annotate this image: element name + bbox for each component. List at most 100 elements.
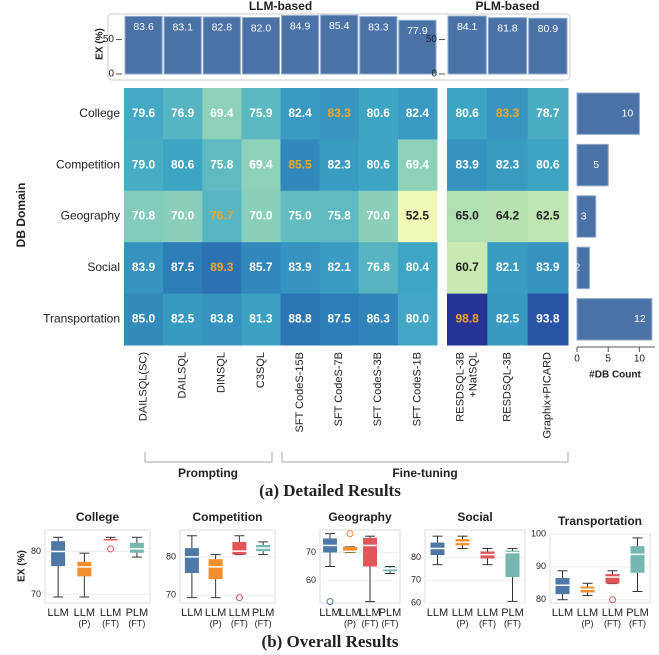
heatmap-cell	[358, 139, 399, 192]
panel-title: Transportation	[558, 514, 642, 528]
x-tick-label: (P)	[210, 618, 222, 628]
x-tick-label: LLM	[229, 607, 250, 619]
bar	[576, 298, 653, 341]
box	[103, 539, 118, 542]
bar	[320, 14, 359, 75]
heatmap-cell	[447, 139, 488, 192]
panel-frame	[44, 529, 151, 604]
heatmap-cell	[319, 293, 360, 346]
bar	[487, 17, 528, 75]
heatmap-cell	[124, 293, 164, 346]
value-label: 81.8	[497, 22, 518, 34]
heatmap-cell	[397, 190, 438, 243]
heatmap-cell	[447, 242, 488, 295]
cell-label: 70.0	[171, 209, 195, 223]
cell-label: 70.0	[249, 209, 273, 223]
box	[208, 559, 223, 580]
value-label: 3	[581, 210, 587, 222]
heatmap-cell	[487, 88, 529, 140]
value-label: 2	[575, 262, 581, 274]
heatmap-cell	[163, 242, 203, 295]
heatmap-cell	[202, 190, 242, 243]
cell-label: 87.5	[171, 260, 195, 274]
cell-label: 93.8	[536, 311, 560, 325]
heatmap-cell	[358, 242, 399, 295]
box	[129, 542, 144, 553]
cell-label: 82.3	[496, 157, 520, 171]
heatmap-cell	[487, 293, 529, 346]
outlier	[346, 530, 354, 538]
row-label: Competition	[56, 157, 120, 171]
cell-label: 83.3	[328, 106, 352, 120]
x-tick-label: PLM	[252, 607, 275, 619]
heatmap-cell	[163, 190, 203, 243]
value-label: 77.9	[407, 25, 428, 37]
x-tick-label: LLM	[359, 607, 380, 619]
heatmap-cell	[241, 190, 281, 243]
bar	[447, 15, 487, 75]
x-tick-label: PLM	[501, 607, 524, 619]
cell-label: 83.9	[455, 157, 479, 171]
bracket	[281, 452, 569, 463]
column-label: Graphix+PICARD	[542, 352, 554, 439]
panel-frame	[179, 529, 276, 604]
x-tick-label: (FT)	[362, 618, 379, 628]
x-tick-label: 0	[574, 354, 580, 365]
x-tick-label: (P)	[457, 618, 469, 628]
heatmap-cell	[319, 139, 360, 192]
column-label: RESDSQL-3B	[455, 352, 467, 422]
cell-label: 82.4	[288, 106, 312, 120]
heatmap-cell	[319, 242, 360, 295]
column-label: DAILSQL	[177, 352, 189, 398]
x-tick-label: PLM	[379, 607, 402, 619]
cell-label: 88.8	[288, 311, 312, 325]
y-tick-label: 50	[426, 34, 438, 45]
bar	[359, 16, 398, 75]
value-label: 83.1	[172, 22, 193, 34]
cell-label: 83.9	[288, 260, 312, 274]
figure-title: (a) Detailed Results	[259, 481, 401, 500]
x-tick-label: LLM	[47, 607, 68, 619]
x-tick-label: LLM	[452, 607, 473, 619]
column-label: DAILSQL(SC)	[137, 352, 149, 421]
x-tick-label: (FT)	[255, 618, 272, 628]
cell-label: 75.9	[249, 106, 273, 120]
heatmap-cell	[358, 190, 399, 243]
y-tick-label: 0	[108, 69, 114, 80]
figure-title: (b) Overall Results	[262, 632, 399, 651]
cell-label: 87.5	[328, 311, 352, 325]
heatmap-cell	[124, 139, 164, 192]
x-tick-label: (FT)	[382, 618, 399, 628]
bar	[202, 16, 241, 75]
bar-frame	[107, 13, 571, 81]
y-tick-label: 60	[306, 575, 316, 585]
column-label: RESDSQL-3B	[501, 352, 513, 422]
cell-label: 70.0	[367, 209, 391, 223]
column-label: +NatSQL	[468, 352, 480, 398]
outlier	[326, 598, 334, 606]
cell-label: 80.4	[406, 260, 430, 274]
panel-title: Competition	[193, 510, 263, 524]
cell-label: 79.6	[132, 106, 156, 120]
heatmap-cell	[241, 88, 281, 140]
heatmap-cell	[280, 293, 321, 346]
cell-label: 82.3	[328, 157, 352, 171]
cell-label: 83.9	[132, 260, 156, 274]
group-title: LLM-based	[249, 0, 312, 13]
y-tick-label: 60	[411, 597, 421, 607]
cell-label: 75.8	[328, 209, 352, 223]
box	[363, 537, 377, 567]
value-label: 80.9	[538, 23, 559, 35]
y-axis-title: DB Domain	[14, 183, 28, 248]
column-label: C3SQL	[255, 352, 267, 388]
x-tick-label: (FT)	[504, 618, 521, 628]
cell-label: 69.4	[249, 157, 273, 171]
bar	[281, 15, 320, 75]
x-tick-label: LLM	[602, 607, 623, 619]
x-tick-label: (FT)	[231, 618, 248, 628]
group-title: PLM-based	[475, 0, 539, 13]
outlier	[609, 596, 616, 604]
heatmap-cell	[124, 190, 164, 243]
heatmap-cell	[397, 139, 438, 192]
